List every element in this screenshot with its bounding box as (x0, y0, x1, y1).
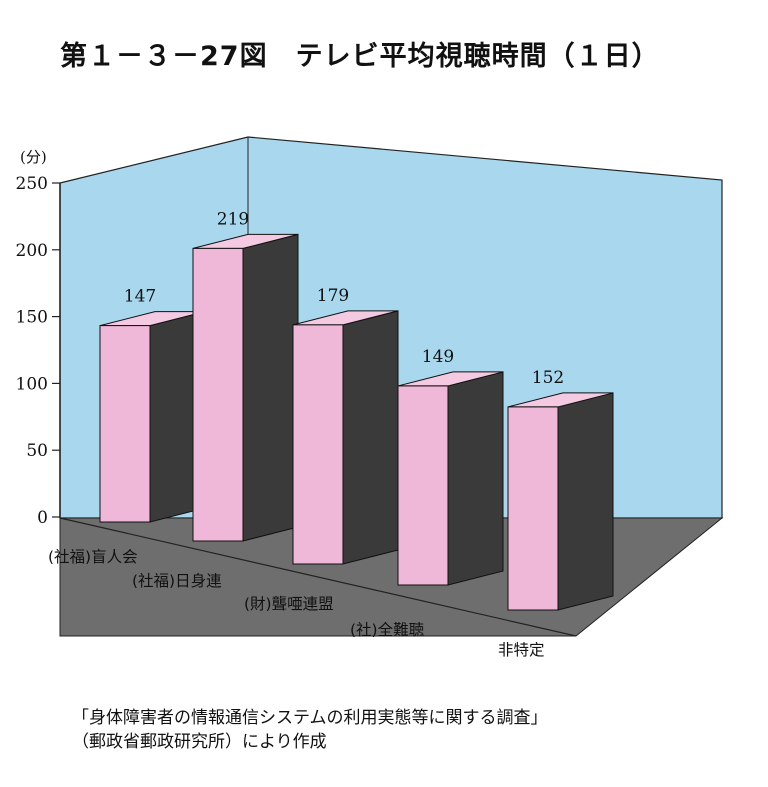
chart-title: 第１－３－27図 テレビ平均視聴時間（１日） (60, 41, 660, 72)
source-note: 「身体障害者の情報通信システムの利用実態等に関する調査」 （郵政省郵政研究所）に… (72, 706, 548, 754)
floor-front-edge (59, 517, 577, 637)
data-label: 149 (422, 347, 454, 367)
data-label: 147 (124, 287, 156, 307)
y-tick-label: 150 (16, 308, 48, 328)
bar-3: 149 (397, 347, 504, 586)
bar-front (507, 406, 559, 611)
y-axis: (分) 0 50 100 150 200 250 (16, 148, 61, 528)
source-line-2: （郵政省郵政研究所）により作成 (72, 732, 327, 752)
bar-0: 147 (99, 287, 206, 523)
y-tick-label: 250 (16, 174, 48, 194)
bar-front (397, 385, 449, 586)
x-category-label: (社)全難聴 (350, 621, 425, 639)
data-label: 152 (532, 368, 564, 388)
bar-front (292, 324, 344, 565)
x-category-label: (社福)盲人会 (48, 548, 138, 566)
x-category-label: (財)聾唖連盟 (244, 595, 334, 613)
data-label: 179 (317, 286, 349, 306)
data-label: 219 (217, 209, 249, 229)
y-tick-label: 100 (16, 374, 48, 394)
y-tick-label: 200 (16, 241, 48, 261)
y-axis-unit-label: (分) (20, 148, 47, 166)
bar-side (557, 392, 614, 611)
bar-side (447, 371, 504, 586)
bar-side (342, 310, 399, 565)
bar-front (192, 247, 244, 542)
bar-front (99, 325, 151, 523)
bar-4: 152 (507, 368, 614, 611)
y-tick-label: 0 (37, 508, 48, 528)
y-tick-label: 50 (26, 441, 48, 461)
bar-1: 219 (192, 209, 299, 542)
bar-side (242, 233, 299, 542)
x-category-label: 非特定 (498, 641, 545, 659)
bars: 147 219 179 149 152 (99, 209, 614, 611)
source-line-1: 「身体障害者の情報通信システムの利用実態等に関する調査」 (72, 708, 548, 728)
x-category-label: (社福)日身連 (132, 572, 222, 590)
bar-2: 179 (292, 286, 399, 565)
